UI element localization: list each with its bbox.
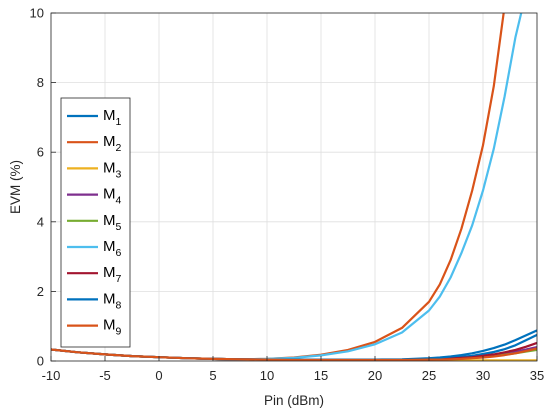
x-tick-label: 0 bbox=[155, 368, 162, 383]
legend-label-base: M bbox=[103, 290, 116, 307]
legend-label-m6: M6 bbox=[103, 238, 122, 259]
legend-label-subscript: 8 bbox=[116, 299, 122, 311]
x-tick-label: -10 bbox=[42, 368, 61, 383]
legend-label-m7: M7 bbox=[103, 264, 122, 285]
x-tick-label: 20 bbox=[368, 368, 382, 383]
legend-label-m4: M4 bbox=[103, 186, 122, 207]
y-tick-label: 6 bbox=[37, 145, 44, 160]
x-tick-label: 15 bbox=[314, 368, 328, 383]
legend-label-m3: M3 bbox=[103, 159, 122, 180]
legend-label-base: M bbox=[103, 317, 116, 334]
x-tick-label: 5 bbox=[209, 368, 216, 383]
y-tick-label: 2 bbox=[37, 284, 44, 299]
x-tick-label: 35 bbox=[530, 368, 544, 383]
x-tick-label: 25 bbox=[422, 368, 436, 383]
y-tick-label: 0 bbox=[37, 354, 44, 369]
x-tick-label: 10 bbox=[260, 368, 274, 383]
legend-label-subscript: 5 bbox=[116, 221, 122, 233]
legend-label-subscript: 7 bbox=[116, 273, 122, 285]
x-tick-label: 30 bbox=[476, 368, 490, 383]
legend-label-m1: M1 bbox=[103, 107, 122, 128]
legend-label-subscript: 9 bbox=[116, 326, 122, 338]
legend-label-subscript: 3 bbox=[116, 168, 122, 180]
y-axis-label: EVM (%) bbox=[8, 160, 23, 214]
legend-label-base: M bbox=[103, 264, 116, 281]
legend-label-m5: M5 bbox=[103, 212, 122, 233]
y-tick-label: 8 bbox=[37, 75, 44, 90]
plot-background bbox=[51, 13, 537, 361]
legend-box bbox=[60, 97, 131, 348]
legend-label-base: M bbox=[103, 186, 116, 203]
legend-label-subscript: 6 bbox=[116, 247, 122, 259]
x-axis-label: Pin (dBm) bbox=[264, 393, 324, 408]
plot-frame bbox=[50, 12, 538, 362]
legend-label-subscript: 1 bbox=[116, 116, 122, 128]
legend-label-base: M bbox=[103, 107, 116, 124]
y-tick-label: 4 bbox=[37, 214, 44, 229]
legend-label-base: M bbox=[103, 159, 116, 176]
legend-label-base: M bbox=[103, 238, 116, 255]
y-tick-label: 10 bbox=[30, 6, 44, 21]
legend-label-base: M bbox=[103, 133, 116, 150]
legend-label-m2: M2 bbox=[103, 133, 122, 154]
legend-label-subscript: 2 bbox=[116, 142, 122, 154]
legend-label-m8: M8 bbox=[103, 290, 122, 311]
legend-label-subscript: 4 bbox=[116, 195, 122, 207]
x-tick-label: -5 bbox=[99, 368, 111, 383]
legend-label-m9: M9 bbox=[103, 317, 122, 338]
legend-label-base: M bbox=[103, 212, 116, 229]
